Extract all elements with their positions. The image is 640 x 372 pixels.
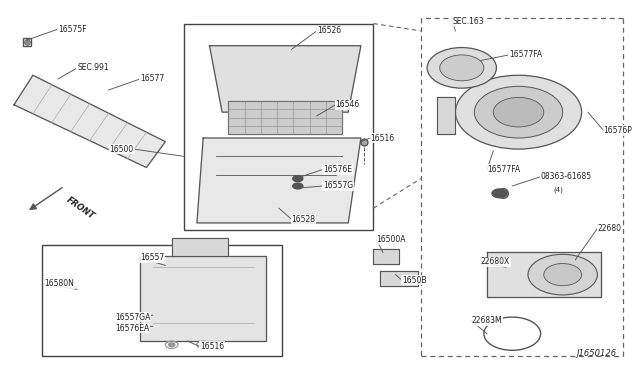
Text: 16528: 16528 [291, 215, 316, 224]
Text: 16557GA: 16557GA [115, 312, 150, 321]
Circle shape [292, 183, 303, 189]
Text: 16577FA: 16577FA [487, 165, 520, 174]
Circle shape [440, 55, 484, 81]
Text: (4): (4) [553, 186, 563, 193]
Text: 16516: 16516 [200, 342, 224, 351]
Text: 16557: 16557 [140, 253, 164, 263]
Circle shape [456, 75, 582, 149]
Polygon shape [228, 101, 342, 134]
Circle shape [292, 176, 303, 182]
Text: 16580N: 16580N [44, 279, 74, 288]
Text: 22683M: 22683M [471, 316, 502, 325]
Text: 16577: 16577 [140, 74, 164, 83]
Bar [42, 245, 282, 356]
Polygon shape [140, 256, 266, 341]
Text: 16577FA: 16577FA [509, 51, 542, 60]
Text: 16576P: 16576P [604, 126, 632, 135]
Text: J1650126: J1650126 [576, 349, 616, 358]
Circle shape [544, 263, 582, 286]
Polygon shape [436, 97, 456, 134]
Text: SEC.163: SEC.163 [452, 17, 484, 26]
Text: 16576EA: 16576EA [115, 324, 149, 333]
Polygon shape [487, 253, 600, 297]
Circle shape [200, 343, 206, 347]
Polygon shape [374, 249, 399, 263]
Text: 1650B: 1650B [402, 276, 426, 285]
Text: SEC.991: SEC.991 [77, 63, 109, 72]
Circle shape [492, 189, 507, 198]
Polygon shape [14, 75, 165, 167]
Text: 16546: 16546 [335, 100, 360, 109]
Text: FRONT: FRONT [65, 195, 96, 221]
Text: 16500A: 16500A [376, 235, 406, 244]
Text: 16576E: 16576E [323, 165, 352, 174]
Polygon shape [380, 271, 418, 286]
Circle shape [427, 48, 497, 88]
Polygon shape [209, 46, 361, 112]
Text: 16500: 16500 [109, 145, 134, 154]
Text: 16516: 16516 [371, 134, 394, 142]
Text: 22680X: 22680X [481, 257, 510, 266]
Circle shape [168, 343, 175, 347]
Text: 16526: 16526 [317, 26, 341, 35]
Text: 08363-61685: 08363-61685 [541, 172, 592, 181]
Text: 16575F: 16575F [58, 25, 87, 33]
Circle shape [493, 97, 544, 127]
Circle shape [474, 86, 563, 138]
Circle shape [528, 254, 597, 295]
Polygon shape [172, 238, 228, 256]
Bar [184, 23, 374, 230]
Polygon shape [197, 138, 361, 223]
Text: 22680: 22680 [597, 224, 621, 233]
Text: 16557G: 16557G [323, 182, 353, 190]
